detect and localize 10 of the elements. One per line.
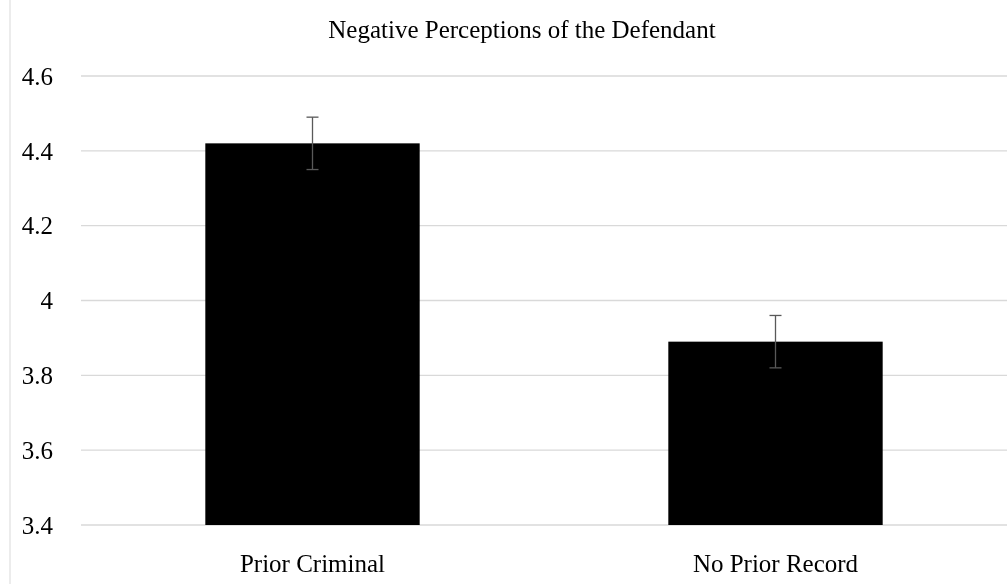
x-tick-label: No Prior Record [692,550,859,577]
y-tick-label: 4.4 [21,137,54,165]
y-tick-label: 4.6 [21,62,53,90]
chart-title: Negative Perceptions of the Defendant [328,16,716,43]
x-tick-label: Prior Criminal [239,550,386,577]
y-tick-label: 4.2 [21,212,53,240]
y-tick-label: 3.8 [21,362,53,390]
y-tick-label: 3.4 [21,511,54,539]
y-tick-label: 3.6 [21,436,53,464]
y-tick-label: 4 [40,287,54,315]
